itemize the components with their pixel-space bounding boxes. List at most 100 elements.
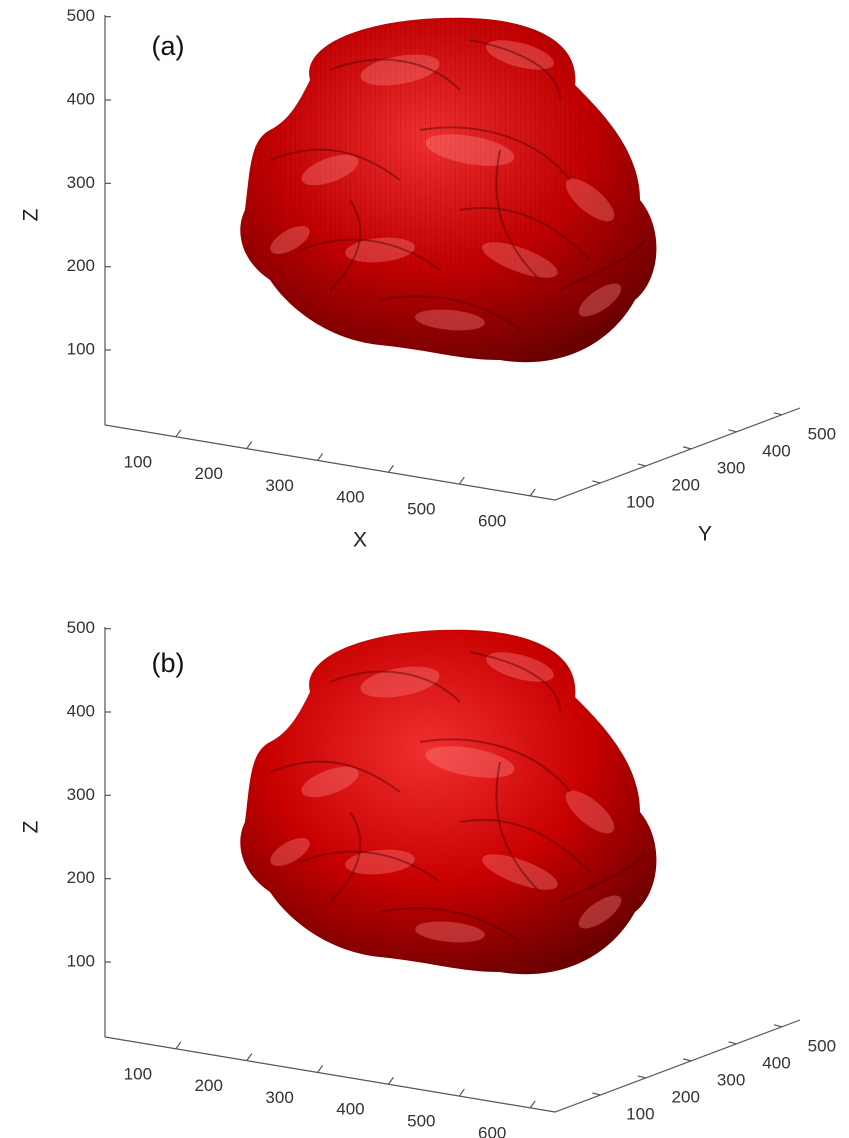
x-tick-label: 500: [407, 500, 435, 519]
panel: 100 200 300 400 500 100 200 300 400 500 600 100 200 3…: [20, 618, 836, 1138]
panel-title: (b): [152, 648, 185, 678]
y-tick-label: 400: [762, 1053, 790, 1072]
surface-highlight: [345, 237, 415, 263]
x-tick: [529, 488, 536, 497]
x-tick-label: 400: [336, 488, 364, 507]
surface-highlight: [565, 178, 615, 222]
y-tick-label: 300: [717, 458, 745, 477]
z-tick-label: 500: [67, 618, 95, 637]
surface-fold: [469, 39, 561, 101]
surface-fold: [495, 149, 541, 281]
x-tick: [175, 429, 182, 438]
x-tick-label: 300: [265, 476, 293, 495]
surface-fold: [495, 761, 541, 893]
y-tick: [592, 480, 601, 484]
z-tick-label: 200: [67, 868, 95, 887]
y-tick-label: 200: [672, 1087, 700, 1106]
surface-fold: [379, 907, 521, 943]
surface-highlight: [415, 309, 485, 331]
y-tick: [637, 463, 646, 467]
z-axis-title: Z: [20, 820, 43, 833]
surface-highlight: [345, 849, 415, 875]
y-tick: [682, 446, 692, 450]
y-tick-label: 300: [717, 1070, 745, 1089]
surface-highlight: [482, 854, 558, 890]
x-tick: [387, 464, 394, 473]
x-tick-label: 600: [478, 1123, 506, 1138]
x-tick-label: 600: [478, 511, 506, 530]
surface-highlight: [486, 652, 554, 682]
x-tick: [529, 1100, 536, 1109]
surface-fold: [459, 207, 591, 261]
surface-highlight: [482, 242, 558, 278]
x-tick-label: 200: [195, 464, 223, 483]
surface-highlight: [425, 746, 515, 778]
panel-title: (a): [152, 31, 185, 61]
z-tick-label: 100: [67, 339, 95, 358]
y-tick: [773, 412, 782, 416]
surface-fold: [269, 148, 401, 181]
surface-highlight: [565, 790, 615, 834]
x-tick-label: 500: [407, 1112, 435, 1131]
x-tick: [317, 1065, 324, 1073]
axis-line: [104, 15, 801, 501]
surface-highlight: [270, 838, 310, 866]
axis-line: [104, 627, 801, 1113]
surface-highlight: [415, 921, 485, 943]
surface-fold: [419, 126, 571, 181]
surface-highlight: [301, 766, 359, 798]
surface-highlight: [486, 40, 554, 70]
x-tick-label: 200: [195, 1076, 223, 1095]
z-axis-title: Z: [20, 208, 43, 221]
z-tick-label: 200: [67, 256, 95, 275]
surface-fold: [469, 651, 561, 713]
y-tick: [728, 429, 737, 433]
y-tick-label: 100: [626, 1104, 654, 1123]
x-tick: [317, 453, 324, 461]
surface-fold: [299, 238, 441, 271]
x-tick: [458, 1088, 465, 1097]
y-axis-title: Y: [698, 523, 712, 546]
y-tick-label: 200: [672, 475, 700, 494]
y-axis-title: Y: [698, 1135, 712, 1138]
y-tick: [773, 1024, 782, 1028]
y-tick: [592, 1092, 601, 1096]
y-tick-label: 500: [808, 424, 836, 443]
surface-fold: [299, 850, 441, 883]
surface-highlight: [360, 666, 440, 698]
x-tick-label: 400: [336, 1100, 364, 1119]
x-tick: [175, 1041, 182, 1050]
surface: [240, 629, 657, 975]
surface-highlight: [301, 154, 359, 186]
x-tick: [458, 476, 465, 485]
x-tick: [246, 441, 253, 449]
surface-fold: [559, 239, 646, 291]
surface-highlight: [578, 283, 622, 317]
z-tick-label: 400: [67, 89, 95, 108]
y-tick: [728, 1041, 737, 1045]
y-tick: [637, 1075, 646, 1079]
panel: 100 200 300 400 500 100 200 300 400 500 600 100 200 3…: [20, 6, 836, 551]
surface-highlight: [425, 134, 515, 166]
y-tick-label: 400: [762, 441, 790, 460]
z-tick-label: 300: [67, 173, 95, 192]
surface-fold: [269, 760, 401, 793]
z-tick-label: 300: [67, 785, 95, 804]
surface-fold: [459, 819, 591, 873]
surface-fold: [329, 811, 362, 903]
x-tick: [387, 1076, 394, 1085]
z-tick-label: 500: [67, 6, 95, 25]
y-tick-label: 100: [626, 492, 654, 511]
x-tick: [246, 1053, 253, 1061]
surface-mesh: [240, 17, 657, 363]
y-tick-label: 500: [808, 1036, 836, 1055]
surface-highlight: [578, 895, 622, 929]
x-tick-label: 300: [265, 1088, 293, 1107]
x-tick-label: 100: [124, 1064, 152, 1083]
surface-highlight: [360, 54, 440, 86]
surface-highlight: [270, 226, 310, 254]
surface-fold: [329, 670, 461, 703]
z-tick-label: 400: [67, 701, 95, 720]
surface-fold: [559, 851, 646, 903]
